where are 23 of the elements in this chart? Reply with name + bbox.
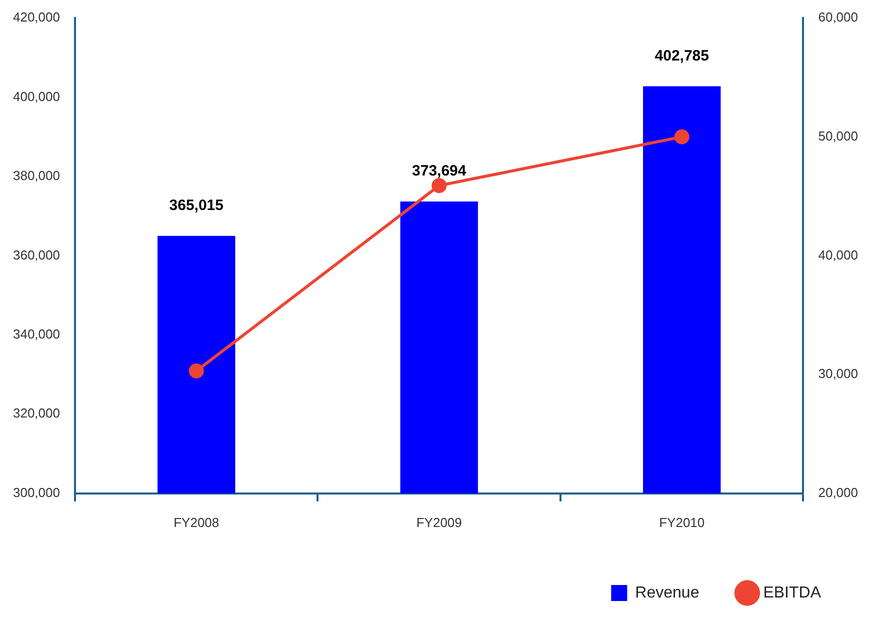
data-label: 365,015 — [169, 196, 224, 214]
y2-tick-label: 40,000 — [818, 247, 858, 262]
y2-tick-label: 60,000 — [818, 10, 858, 25]
y2-tick-label: 20,000 — [818, 484, 858, 500]
y-tick-label: 380,000 — [12, 168, 60, 184]
y-tick-label: 300,000 — [12, 484, 60, 500]
x-tick-label: FY2009 — [416, 514, 462, 530]
data-label: 373,694 — [412, 162, 467, 180]
y-tick-label: 420,000 — [12, 10, 60, 25]
x-tick-label: FY2008 — [174, 514, 220, 530]
x-tick-label: FY2010 — [659, 514, 705, 530]
point — [432, 178, 447, 194]
y-tick-label: 340,000 — [12, 326, 60, 342]
point — [188, 363, 204, 378]
y-tick-label: 400,000 — [12, 88, 60, 104]
y2-tick-label: 50,000 — [818, 128, 858, 144]
y-tick-label: 320,000 — [12, 406, 60, 421]
legend-label: Revenue — [635, 584, 700, 602]
data-label: 402,785 — [654, 47, 709, 64]
y2-tick-label: 30,000 — [818, 366, 858, 382]
legend-label: EBITDA — [763, 584, 822, 602]
y-tick-label: 360,000 — [12, 247, 60, 262]
point — [674, 129, 690, 144]
